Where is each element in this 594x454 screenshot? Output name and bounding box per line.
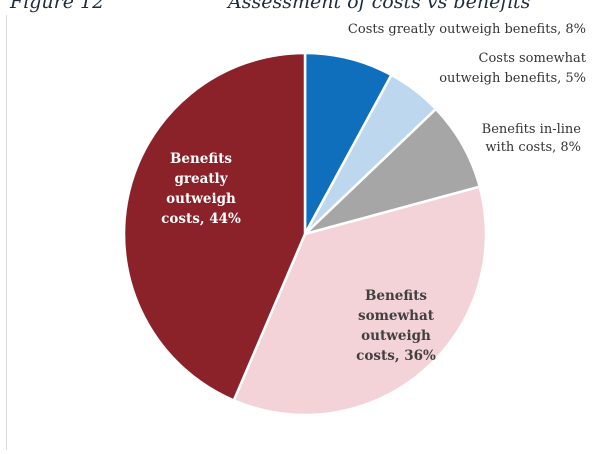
pie-labels: Costs greatly outweigh benefits, 8% Costs… bbox=[161, 22, 587, 364]
figure-header: Figure 12 Assessment of costs vs benefit… bbox=[0, 0, 594, 15]
slice-label-3: Benefits somewhat outweigh costs, 36% bbox=[356, 288, 436, 364]
slice-label-4: Benefits greatly outweigh costs, 44% bbox=[161, 151, 241, 227]
slice-label-line: costs, 44% bbox=[161, 211, 241, 227]
slice-label-line: Costs somewhat bbox=[479, 51, 587, 66]
slice-label-line: somewhat bbox=[358, 308, 435, 324]
pie-slice-3 bbox=[232, 185, 488, 417]
slice-label-line: Benefits bbox=[365, 288, 427, 304]
slice-label-line: outweigh bbox=[361, 328, 431, 344]
slice-label-line: Benefits bbox=[170, 151, 232, 167]
slice-label-line: Costs greatly outweigh benefits, 8% bbox=[348, 22, 586, 37]
slice-label-line: greatly bbox=[174, 171, 228, 187]
pie-slices bbox=[122, 51, 488, 417]
slice-label-2: Benefits in-line with costs, 8% bbox=[482, 122, 582, 155]
figure-title: Assessment of costs vs benefits bbox=[228, 0, 531, 13]
figure-number: Figure 12 bbox=[10, 0, 105, 13]
slice-label-line: with costs, 8% bbox=[485, 140, 581, 155]
pie-slice-2 bbox=[303, 107, 481, 236]
slice-label-line: outweigh bbox=[166, 191, 236, 207]
slice-label-1: Costs somewhat outweigh benefits, 5% bbox=[439, 51, 587, 86]
slice-label-line: outweigh benefits, 5% bbox=[439, 71, 586, 86]
pie-slice-0 bbox=[303, 51, 393, 236]
slice-label-0: Costs greatly outweigh benefits, 8% bbox=[348, 22, 586, 37]
slice-label-line: costs, 36% bbox=[356, 348, 436, 364]
pie-slice-4 bbox=[122, 51, 307, 402]
chart-frame bbox=[6, 15, 587, 450]
slice-label-line: Benefits in-line bbox=[482, 122, 582, 137]
